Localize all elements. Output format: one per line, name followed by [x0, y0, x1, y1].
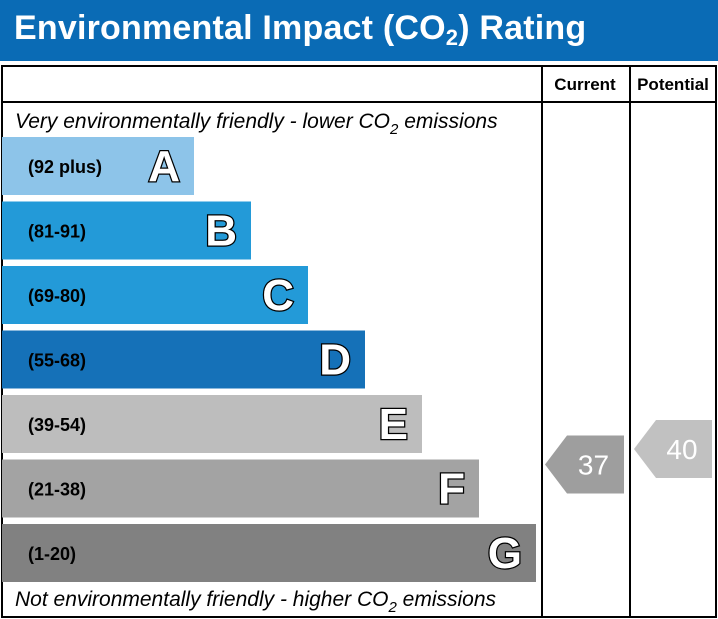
band-b-letter: B	[205, 207, 237, 256]
top-note-suffix: emissions	[398, 110, 498, 133]
potential-rating-value: 40	[666, 434, 697, 465]
band-g-range: (1-20)	[28, 544, 76, 564]
band-g-bar	[2, 524, 536, 582]
band-f-range: (21-38)	[28, 480, 86, 500]
band-d-bar	[2, 330, 365, 389]
chart-title-suffix: ) Rating	[458, 9, 587, 47]
top-note-subscript: 2	[389, 121, 399, 138]
current-rating-arrow	[545, 435, 624, 494]
rating-markers: 37 40	[545, 420, 712, 494]
chart-title-subscript: 2	[445, 25, 459, 50]
band-d-range: (55-68)	[28, 351, 86, 371]
chart-title: Environmental Impact (CO2) Rating	[14, 9, 586, 51]
band-c-letter: C	[262, 271, 294, 320]
band-c-range: (69-80)	[28, 286, 86, 306]
rating-bands: (92 plus) A (81-91) B (69-80) C (55-68) D (39-54…	[2, 137, 536, 582]
band-e-letter: E	[379, 400, 408, 449]
band-f-bar	[2, 459, 479, 518]
current-column-header: Current	[554, 75, 616, 94]
bottom-note-prefix: Not environmentally friendly - higher CO	[15, 588, 389, 611]
band-e-range: (39-54)	[28, 415, 86, 435]
bottom-note: Not environmentally friendly - higher CO…	[15, 588, 497, 616]
bottom-note-subscript: 2	[388, 599, 398, 616]
band-f-letter: F	[438, 465, 465, 514]
chart-title-prefix: Environmental Impact (CO	[14, 9, 446, 47]
band-a-range: (92 plus)	[28, 157, 102, 177]
band-a-letter: A	[148, 142, 180, 191]
potential-column-header: Potential	[637, 75, 709, 94]
band-e-bar	[2, 395, 422, 453]
chart-header: Environmental Impact (CO2) Rating	[0, 0, 718, 61]
bottom-note-suffix: emissions	[397, 588, 497, 611]
current-rating-value: 37	[578, 450, 609, 481]
top-note: Very environmentally friendly - lower CO…	[15, 110, 498, 138]
top-note-prefix: Very environmentally friendly - lower CO	[15, 110, 390, 133]
band-b-range: (81-91)	[28, 222, 86, 242]
band-d-letter: D	[319, 336, 351, 385]
band-b-bar	[2, 201, 251, 260]
band-c-bar	[2, 266, 308, 324]
band-a-bar	[2, 137, 194, 195]
potential-rating-arrow	[634, 420, 712, 478]
band-g-letter: G	[488, 529, 522, 578]
